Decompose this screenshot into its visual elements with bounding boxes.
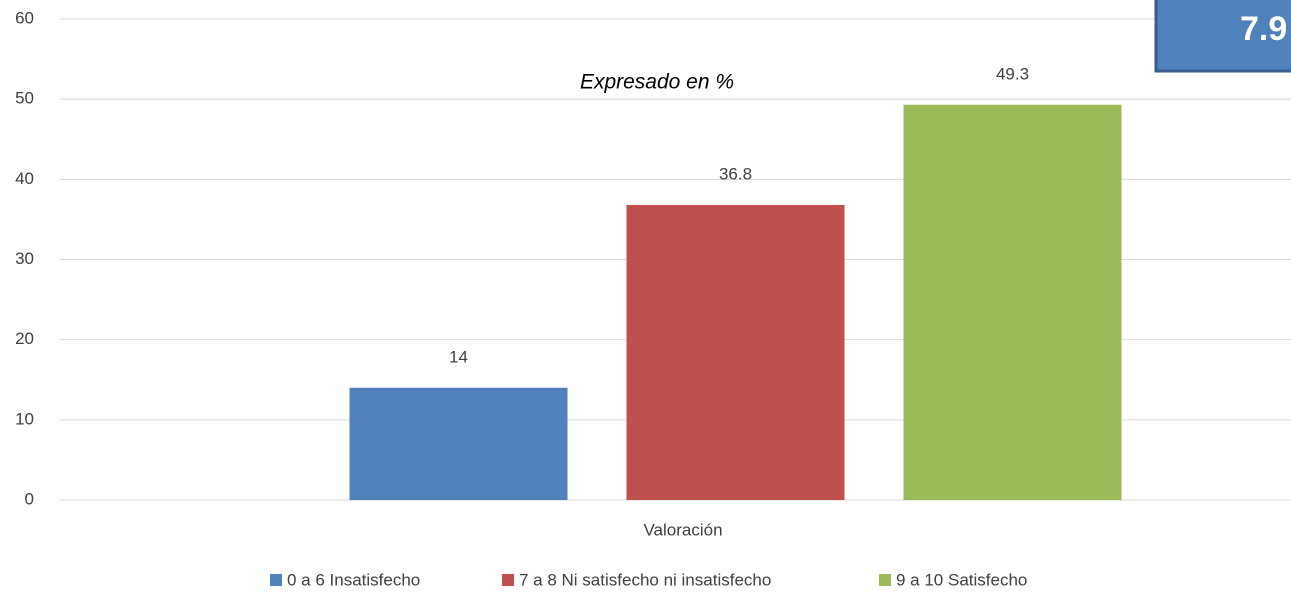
data-label: 14: [449, 347, 468, 366]
data-label: 49.3: [996, 64, 1029, 83]
data-label: 36.8: [719, 164, 752, 183]
bar: [903, 104, 1122, 501]
legend-swatch: [879, 574, 891, 586]
y-tick-label: 40: [15, 169, 34, 188]
legend-label: 0 a 6 Insatisfecho: [287, 570, 420, 589]
legend-label: 9 a 10 Satisfecho: [896, 570, 1027, 589]
y-tick-label: 0: [25, 489, 34, 508]
legend-swatch: [502, 574, 514, 586]
annotation-box: [1154, 0, 1291, 73]
legend-swatch: [270, 574, 282, 586]
chart-subtitle: Expresado en %: [580, 71, 734, 94]
y-tick-label: 20: [15, 329, 34, 348]
y-tick-label: 30: [15, 249, 34, 268]
annotation: 7.9: [1240, 10, 1287, 48]
y-tick-label: 10: [15, 409, 34, 428]
legend-label: 7 a 8 Ni satisfecho ni insatisfecho: [519, 570, 771, 589]
x-axis-label: Valoración: [643, 520, 722, 539]
bar: [626, 204, 845, 500]
y-tick-label: 50: [15, 89, 34, 108]
y-tick-label: 60: [15, 8, 34, 27]
bar: [349, 387, 568, 500]
